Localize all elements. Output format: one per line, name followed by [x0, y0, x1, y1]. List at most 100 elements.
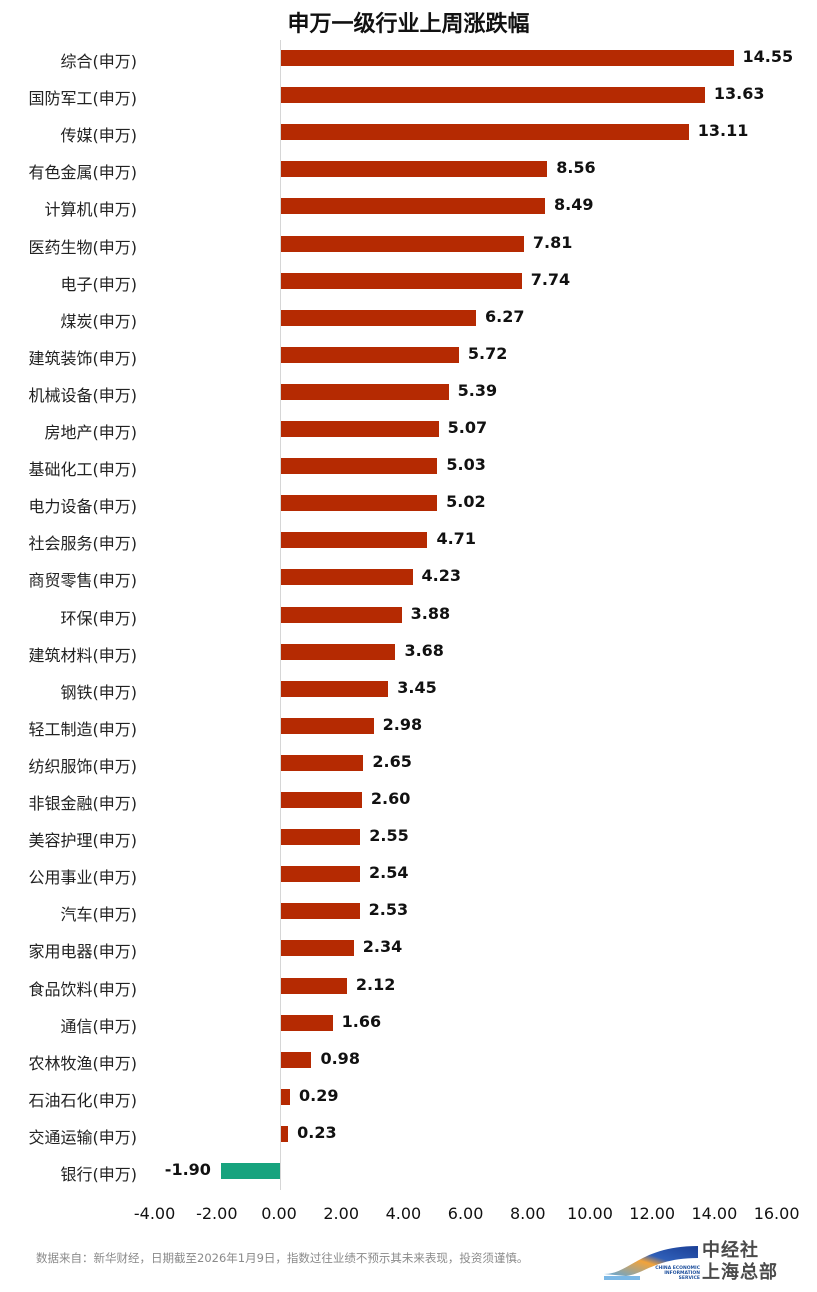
category-label: 社会服务(申万): [28, 534, 138, 554]
positive-bar: [281, 383, 449, 400]
positive-bar: [281, 309, 476, 326]
value-label: 5.39: [457, 380, 498, 400]
category-label: 汽车(申万): [60, 905, 138, 925]
bar-row: 建筑装饰(申万) 5.72: [0, 340, 817, 370]
x-axis-tick-label: 0.00: [261, 1204, 297, 1223]
positive-bar: [281, 198, 546, 215]
bar-row: 钢铁(申万) 3.45: [0, 674, 817, 704]
x-axis-tick-label: 10.00: [567, 1204, 613, 1223]
value-label: 5.02: [446, 492, 486, 512]
category-label: 建筑材料(申万): [28, 645, 138, 665]
category-label: 有色金属(申万): [28, 163, 138, 183]
positive-bar: [281, 272, 522, 289]
positive-bar: [281, 87, 705, 104]
value-label: 2.60: [370, 789, 411, 808]
positive-bar: [281, 792, 362, 808]
value-label: 7.74: [530, 269, 571, 289]
bar-row: 综合(申万) 14.55: [0, 43, 817, 73]
bar-row: 计算机(申万) 8.49: [0, 191, 817, 221]
value-label: 5.03: [446, 455, 486, 475]
value-label: 3.88: [410, 603, 451, 623]
value-label: 1.66: [341, 1011, 382, 1031]
bar-row: 国防军工(申万) 13.63: [0, 80, 817, 110]
positive-bar: [281, 346, 459, 363]
logo-line-1: 中经社: [702, 1240, 759, 1261]
bar-row: 机械设备(申万) 5.39: [0, 377, 817, 407]
wave-logo-icon: [604, 1246, 698, 1280]
x-axis-tick-label: 14.00: [691, 1204, 738, 1223]
positive-bar: [281, 1014, 333, 1031]
bar-row: 医药生物(申万) 7.81: [0, 229, 817, 259]
positive-bar: [281, 643, 396, 660]
bar-row: 公用事业(申万) 2.54: [0, 859, 817, 889]
category-label: 电力设备(申万): [28, 497, 138, 517]
value-label: 8.56: [556, 158, 596, 178]
logo-line-2: 上海总部: [702, 1262, 778, 1283]
value-label: 7.81: [532, 232, 573, 252]
category-label: 钢铁(申万): [60, 682, 138, 702]
category-label: 医药生物(申万): [28, 237, 138, 257]
x-axis-tick-label: -4.00: [133, 1204, 176, 1223]
bar-row: 非银金融(申万) 2.60: [0, 785, 817, 815]
positive-bar: [281, 754, 364, 771]
value-label: 2.12: [355, 974, 396, 994]
category-label: 房地产(申万): [44, 423, 138, 442]
bar-row: 有色金属(申万) 8.56: [0, 154, 817, 184]
bar-row: 传媒(申万) 13.11: [0, 117, 817, 147]
positive-bar: [281, 532, 428, 549]
category-label: 农林牧渔(申万): [28, 1053, 138, 1073]
category-label: 基础化工(申万): [28, 460, 138, 480]
value-label: 13.11: [697, 121, 749, 141]
zero-axis-line: [280, 40, 281, 1190]
bar-row: 电力设备(申万) 5.02: [0, 488, 817, 518]
bar-row: 石油石化(申万) 0.29: [0, 1082, 817, 1112]
category-label: 环保(申万): [60, 608, 138, 628]
value-label: 14.55: [742, 47, 794, 66]
logo-english-text: CHINA ECONOMIC INFORMATION SERVICE: [655, 1266, 700, 1281]
category-label: 煤炭(申万): [60, 311, 138, 331]
category-label: 非银金融(申万): [28, 794, 138, 813]
value-label: 2.65: [372, 751, 412, 771]
x-axis-tick-label: 6.00: [447, 1204, 484, 1223]
x-axis: -4.00 -2.00 0.00 2.00 4.00 6.00 8.00 10.00 12.00…: [0, 1204, 817, 1226]
bar-row: 商贸零售(申万) 4.23: [0, 562, 817, 592]
positive-bar: [281, 124, 689, 141]
value-label: 4.23: [421, 566, 462, 586]
positive-bar: [281, 1088, 291, 1105]
positive-bar: [281, 829, 361, 846]
x-axis-tick-label: 8.00: [509, 1204, 546, 1223]
value-label: 2.54: [368, 863, 409, 883]
positive-bar: [281, 1051, 312, 1068]
value-label: 0.23: [297, 1122, 337, 1142]
category-label: 商贸零售(申万): [28, 571, 138, 591]
bar-row: 银行(申万) -1.90: [0, 1156, 817, 1186]
x-axis-tick-label: -2.00: [196, 1204, 238, 1223]
bar-row: 家用电器(申万) 2.34: [0, 933, 817, 963]
positive-bar: [281, 866, 360, 883]
positive-bar: [281, 495, 438, 512]
bar-row: 建筑材料(申万) 3.68: [0, 637, 817, 667]
category-label: 国防军工(申万): [28, 89, 138, 109]
source-note: 数据来自：新华财经，日期截至2026年1月9日，指数过往业绩不预示其未来表现，投…: [36, 1251, 529, 1265]
positive-bar: [281, 977, 347, 994]
x-axis-tick-label: 16.00: [753, 1204, 800, 1223]
x-axis-tick-label: 12.00: [629, 1204, 676, 1223]
bar-row: 食品饮料(申万) 2.12: [0, 971, 817, 1001]
logo-chinese-text: 中经社 上海总部: [702, 1240, 778, 1284]
bar-row: 环保(申万) 3.88: [0, 600, 817, 630]
publisher-logo: CHINA ECONOMIC INFORMATION SERVICE 中经社 上…: [600, 1240, 810, 1284]
value-label: 0.98: [320, 1048, 360, 1068]
category-label: 纺织服饰(申万): [28, 756, 138, 776]
bar-row: 纺织服饰(申万) 2.65: [0, 748, 817, 778]
bar-row: 房地产(申万) 5.07: [0, 414, 817, 444]
bar-row: 通信(申万) 1.66: [0, 1008, 817, 1038]
negative-bar: [220, 1163, 280, 1179]
bar-row: 基础化工(申万) 5.03: [0, 451, 817, 481]
positive-bar: [281, 940, 354, 957]
value-label: 13.63: [713, 84, 765, 104]
value-label: 4.71: [436, 529, 476, 549]
positive-bar: [281, 569, 413, 586]
bar-row: 交通运输(申万) 0.23: [0, 1119, 817, 1149]
positive-bar: [281, 235, 524, 252]
value-label: 2.98: [382, 714, 423, 734]
